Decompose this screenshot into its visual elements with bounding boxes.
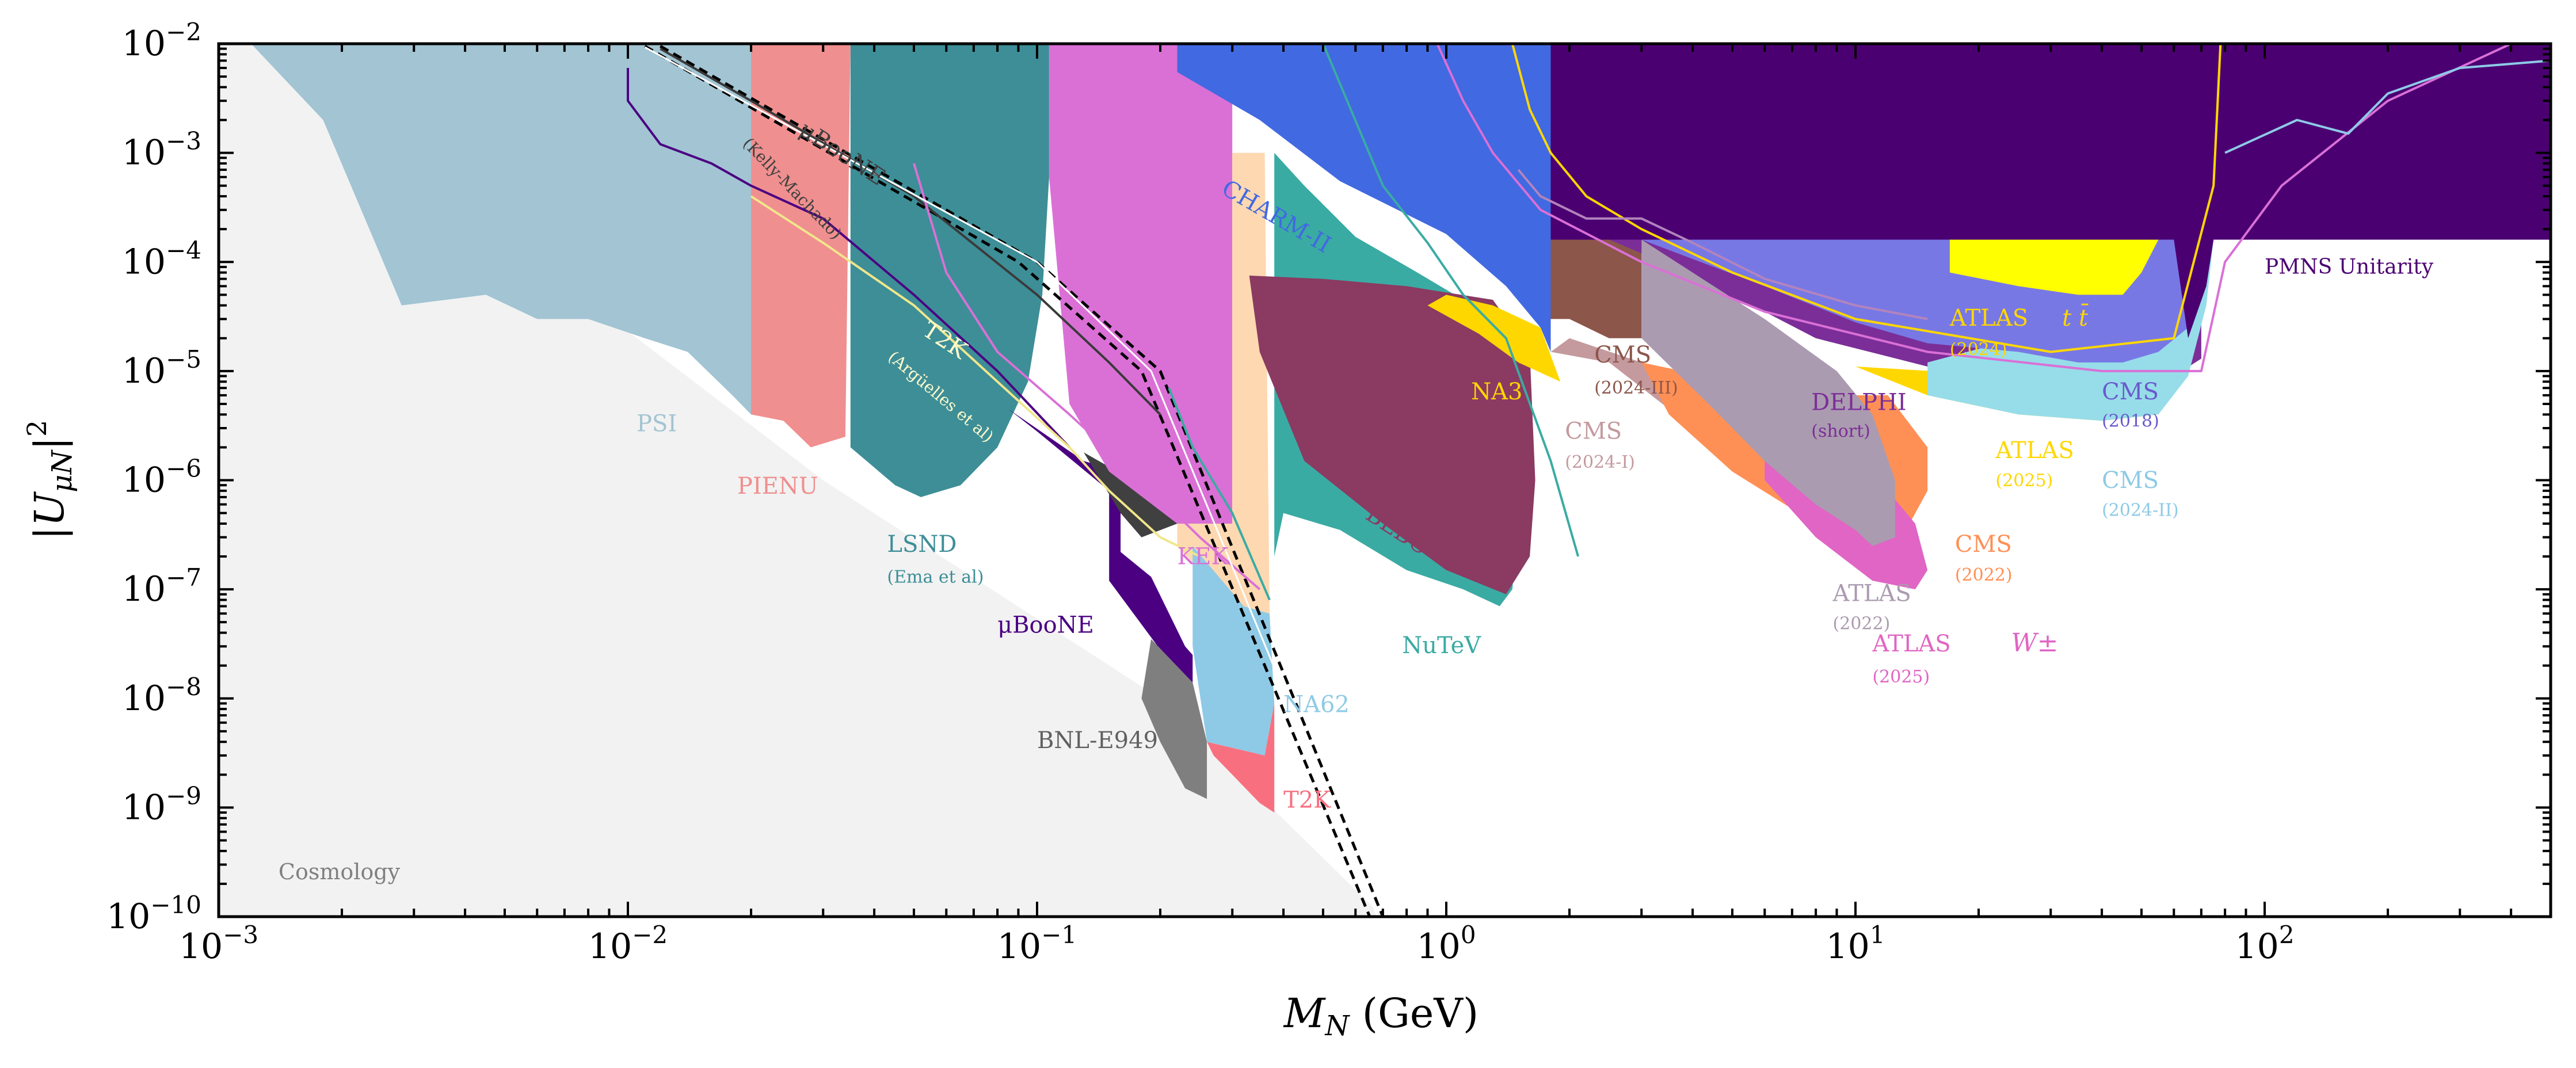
region-muboone_dark: [1008, 409, 1193, 682]
y-axis-open-bar: |: [26, 527, 73, 540]
region-na3: [1427, 295, 1561, 382]
region-label-10: NuTeV: [1402, 632, 1481, 659]
region-dark_gray: [1084, 452, 1178, 537]
x-tick-label: 10−3: [179, 921, 258, 967]
y-tick-label: 10−3: [122, 127, 201, 173]
region-pmns_top: [1550, 44, 2551, 338]
region-label-2: PIENU: [737, 473, 818, 499]
region-label-21: (2022): [1833, 614, 1891, 634]
region-label-29: (2025): [1995, 471, 2053, 491]
region-label-12: CMS: [1594, 342, 1651, 368]
axis-tick-labels: 10−3 10−2 10−1 100 101 102 10−2 10−3 10−4 10−5 10−…: [106, 18, 2295, 967]
region-label-8: T2K: [1283, 787, 1331, 813]
region-label-26: t t̄: [2062, 304, 2089, 332]
region-atlas_2022: [1641, 239, 1895, 546]
region-bnl_e949: [1141, 639, 1207, 799]
line-cms_purple_outline: [1517, 169, 1928, 321]
y-tick-label: 10−9: [122, 781, 201, 827]
y-axis-superscript: 2: [21, 420, 52, 437]
y-tick-label: 10−2: [122, 18, 201, 64]
y-axis-title: |UμN|2: [21, 420, 78, 540]
region-label-24: (2025): [1872, 667, 1930, 687]
line-charm_line: [1322, 44, 1580, 557]
line-kelly_line: [660, 47, 1161, 415]
region-label-20: ATLAS: [1832, 581, 1911, 607]
region-na62: [1192, 546, 1275, 756]
line-teal_line: [1168, 387, 1271, 601]
x-tick-label: 10−2: [588, 921, 668, 967]
region-label-11: NA3: [1471, 379, 1522, 405]
region-psi: [251, 44, 751, 415]
region-label-33: (2024-II): [2102, 501, 2179, 521]
y-axis-symbol: U: [26, 491, 73, 527]
region-kek_magenta: [1049, 44, 1233, 524]
region-label-23: W±: [2011, 628, 2058, 658]
region-pienu: [751, 44, 851, 448]
region-label-5: μBooNE: [997, 612, 1094, 639]
line-atlas_outline: [1511, 44, 2222, 353]
y-tick-label: 10−4: [122, 236, 201, 282]
region-label-1: PSI: [637, 411, 677, 437]
region-label-16: DELPHI: [1811, 389, 1906, 415]
line-bbn_dashed_b: [644, 45, 1371, 917]
y-tick-label: 10−6: [122, 455, 201, 501]
x-tick-label: 102: [2235, 921, 2294, 967]
region-label-4: (Ema et al): [887, 567, 984, 588]
x-tick-label: 10−1: [997, 921, 1077, 967]
y-tick-label: 10−7: [122, 563, 201, 609]
region-label-6: BNL-E949: [1037, 727, 1158, 754]
line-white_line: [644, 46, 1379, 917]
axis-ticks: [218, 43, 2552, 918]
region-label-31: (2018): [2102, 411, 2159, 431]
region-label-3: LSND: [887, 531, 957, 558]
line-bbn_dashed: [660, 45, 1385, 917]
region-bebc: [1249, 275, 1535, 594]
line-light_blue_outline: [2224, 59, 2551, 154]
y-tick-label: 10−8: [122, 673, 201, 719]
x-tick-label: 101: [1826, 921, 1885, 967]
region-atlas_ttbar: [1949, 239, 2159, 295]
line-cms_outline: [1436, 44, 2512, 372]
x-axis-symbol: M: [1283, 990, 1327, 1037]
x-axis-title: MN (GeV): [1283, 990, 1478, 1042]
x-tick-label: 100: [1416, 921, 1476, 967]
region-label-22: ATLAS: [1872, 631, 1950, 657]
region-label-25: ATLAS: [1949, 305, 2028, 331]
y-tick-label: 10−5: [122, 345, 201, 391]
region-label-18: CMS: [1955, 531, 2012, 558]
line-t2k_line: [750, 195, 1201, 558]
exclusion-regions: [219, 44, 2551, 917]
x-axis-unit: (GeV): [1349, 990, 1478, 1037]
region-label-7: NA62: [1283, 691, 1350, 718]
region-label-28: ATLAS: [1995, 437, 2074, 464]
y-axis-subscript: μN: [46, 449, 78, 493]
region-label-19: (2022): [1955, 565, 2013, 585]
region-t2k_red: [1207, 703, 1275, 813]
y-tick-label: 10−10: [106, 891, 201, 937]
region-label-34: PMNS Unitarity: [2265, 255, 2434, 279]
region-label-13: (2024-III): [1594, 378, 1678, 398]
region-label-0: Cosmology: [279, 859, 401, 884]
region-label-32: CMS: [2102, 467, 2159, 494]
x-axis-subscript: N: [1324, 1010, 1350, 1042]
line-pink_line: [913, 163, 1261, 590]
region-label-30: CMS: [2102, 379, 2159, 405]
region-label-9: KEK: [1177, 543, 1229, 570]
region-label-27: (2024): [1950, 340, 2007, 360]
region-kek_peach: [1177, 152, 1270, 614]
region-label-14: CMS: [1565, 418, 1622, 444]
region-label-17: (short): [1811, 421, 1870, 441]
y-axis-close-bar: |: [26, 437, 73, 451]
line-muboone_line: [627, 68, 1070, 448]
region-label-15: (2024-I): [1565, 452, 1635, 472]
exclusion-lines: [627, 44, 2551, 917]
region-charm_blue: [1177, 44, 1551, 352]
